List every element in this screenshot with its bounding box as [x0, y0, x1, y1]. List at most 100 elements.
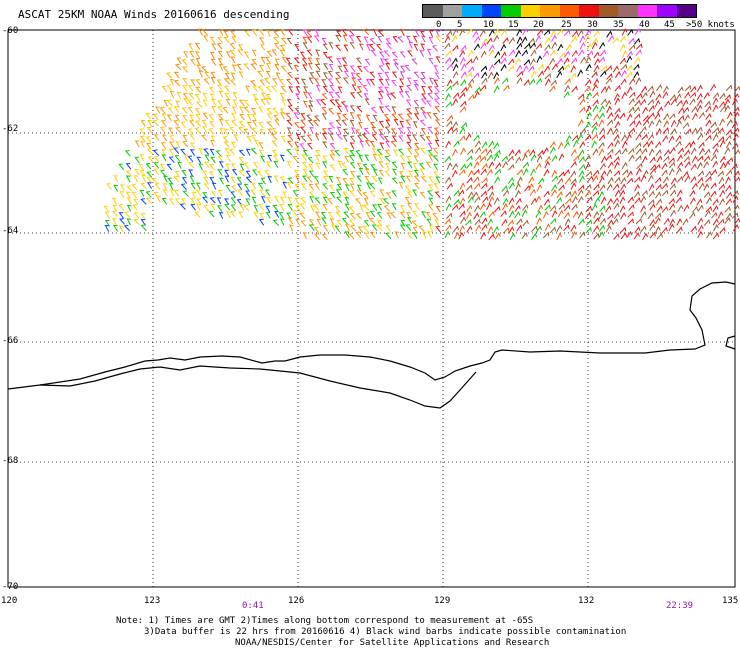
wind-barb — [500, 29, 507, 37]
wind-barb — [414, 83, 419, 91]
wind-barb — [286, 71, 294, 79]
wind-barb — [231, 36, 237, 44]
wind-barb — [612, 218, 619, 226]
wind-barb — [400, 162, 405, 170]
wind-barb — [710, 190, 717, 198]
wind-barb — [710, 121, 717, 129]
wind-barb — [690, 175, 697, 183]
wind-barb — [294, 77, 300, 85]
wind-barb — [369, 71, 376, 79]
wind-barb — [273, 36, 280, 44]
wind-barb — [348, 29, 355, 36]
wind-barb — [279, 112, 285, 120]
wind-barb — [669, 146, 676, 154]
wind-barb — [493, 197, 500, 205]
wind-barb — [584, 35, 591, 43]
wind-barb — [408, 170, 413, 178]
wind-barb — [621, 50, 628, 58]
wind-barb — [390, 128, 397, 136]
wind-barb — [208, 121, 215, 128]
wind-barb — [676, 189, 683, 197]
wind-barb — [626, 170, 633, 178]
wind-barb — [655, 141, 662, 149]
wind-barb — [251, 196, 257, 204]
wind-barb — [427, 190, 434, 197]
wind-barb — [106, 183, 112, 190]
wind-barb — [189, 149, 196, 156]
wind-barb — [252, 169, 258, 176]
wind-barb — [278, 79, 285, 86]
wind-barb — [309, 196, 314, 204]
wind-barb — [349, 224, 357, 232]
wind-barb — [231, 120, 238, 127]
wind-barb — [302, 232, 308, 240]
wind-barb — [368, 43, 375, 51]
wind-barb — [258, 203, 264, 211]
wind-barb — [286, 148, 293, 156]
wind-barb — [514, 211, 521, 219]
wind-barb — [421, 112, 427, 119]
wind-barb — [578, 156, 585, 164]
wind-barb — [648, 148, 655, 156]
wind-barb — [406, 77, 412, 85]
wind-barb — [355, 213, 362, 220]
wind-barb — [633, 71, 640, 79]
wind-barb — [635, 49, 642, 57]
wind-barb — [209, 93, 215, 101]
wind-barb — [640, 125, 647, 133]
wind-barb — [308, 224, 315, 231]
wind-barb — [344, 203, 350, 211]
wind-barb — [385, 78, 390, 86]
wind-barb — [393, 63, 399, 70]
wind-barb — [712, 218, 719, 226]
wind-barb — [445, 85, 453, 92]
wind-barb — [111, 217, 117, 225]
wind-barb — [428, 154, 433, 162]
wind-barb — [345, 224, 350, 231]
wind-barb — [408, 41, 413, 49]
legend-label-30: 30 — [587, 20, 598, 30]
wind-barb — [591, 37, 599, 45]
wind-barb — [229, 49, 236, 57]
wind-barb — [328, 122, 335, 129]
wind-barb — [140, 182, 147, 190]
wind-barb — [536, 154, 543, 163]
wind-barb — [486, 148, 493, 156]
wind-barb — [315, 70, 321, 78]
lon-label-123: 123 — [144, 596, 161, 606]
wind-barb — [391, 177, 398, 185]
wind-barb — [696, 92, 703, 101]
wind-barb — [313, 35, 320, 42]
wind-barb — [187, 155, 194, 163]
wind-barb — [140, 198, 147, 205]
wind-barb — [654, 212, 662, 219]
wind-barb — [288, 224, 294, 232]
wind-barb — [288, 86, 294, 94]
wind-barb — [173, 189, 180, 197]
wind-barb — [412, 162, 418, 170]
wind-barb — [362, 163, 369, 171]
wind-barb — [201, 119, 208, 127]
legend-swatch — [618, 5, 638, 17]
wind-barb — [246, 113, 252, 121]
wind-barb — [280, 135, 286, 143]
wind-barb — [488, 44, 495, 52]
wind-barb — [202, 126, 208, 134]
wind-barb — [675, 196, 682, 204]
wind-barb — [350, 171, 356, 178]
wind-barb — [447, 126, 454, 134]
wind-barb — [474, 182, 481, 190]
wind-barb — [370, 107, 378, 114]
wind-barb — [663, 120, 670, 128]
wind-barb — [598, 56, 605, 64]
wind-barb — [418, 225, 425, 232]
wind-barb — [369, 210, 376, 218]
wind-barb — [335, 71, 342, 79]
wind-barb — [293, 112, 299, 120]
wind-barb — [705, 112, 712, 120]
wind-barb — [522, 65, 529, 73]
wind-barb — [153, 156, 160, 163]
wind-barb — [229, 126, 236, 134]
wind-barb — [140, 213, 147, 220]
wind-barb — [364, 175, 370, 183]
